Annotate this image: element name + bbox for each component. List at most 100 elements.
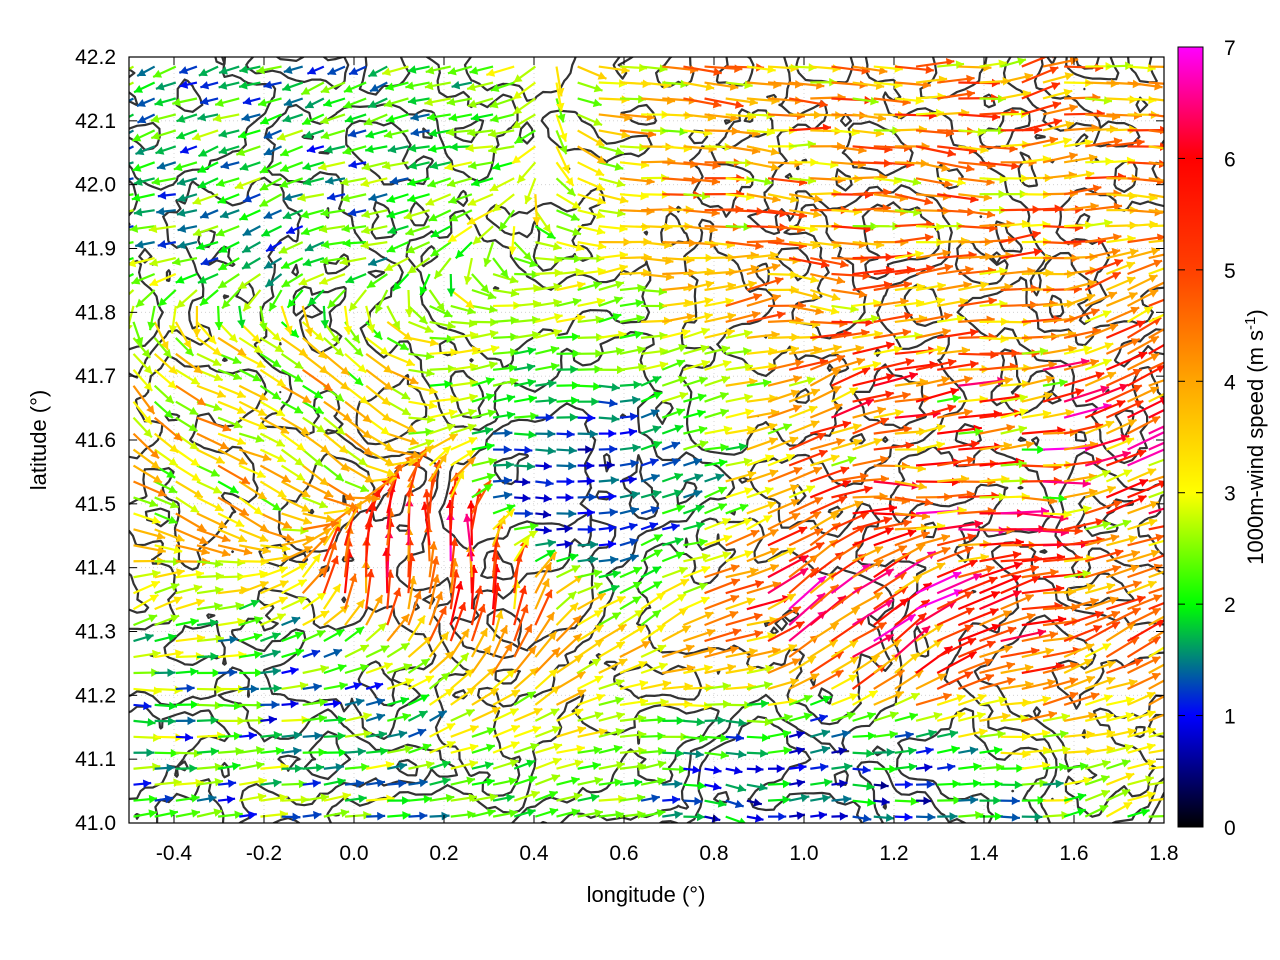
wind-vector [619,640,651,659]
wind-vector [746,681,773,691]
wind-vector [1106,743,1134,754]
wind-vector-head [319,698,328,707]
wind-vector-head [778,812,787,821]
wind-vector [1085,712,1115,722]
wind-vector-head [1166,812,1174,821]
wind-vector-head [337,715,347,725]
wind-vector [1042,779,1064,789]
wind-vector [1000,796,1020,806]
wind-vector-head [908,746,917,756]
wind-vector [281,812,301,822]
wind-vector-head [1101,759,1111,769]
wind-vector [323,663,347,675]
wind-vector-head [255,746,265,755]
wind-vector-head [486,777,495,787]
wind-vector-head [548,790,558,799]
wind-vector [556,759,584,770]
wind-vector [218,747,244,756]
wind-vector-head [142,779,152,789]
wind-vector-head [758,782,768,792]
wind-vector-head [615,810,624,819]
wind-vector-head [422,743,432,752]
wind-vector-head [862,814,872,823]
wind-vector-head [398,779,407,788]
wind-vector-head [1024,664,1034,673]
wind-vector-head [848,674,858,683]
wind-vector [936,650,978,674]
wind-vector [260,715,277,725]
wind-vector [196,794,217,803]
wind-vector-head [1133,658,1143,667]
wind-vector [662,779,683,789]
wind-vector [471,727,496,738]
wind-vector-head [894,691,904,699]
wind-vector [831,729,851,739]
wind-vector-head [1170,745,1179,754]
wind-vector-head [440,672,450,682]
wind-vector-head [616,760,625,770]
wind-vector-head [848,640,858,649]
wind-vector [957,673,995,690]
wind-vector [1084,660,1116,675]
wind-vector [831,762,853,772]
wind-vector-head [926,780,935,789]
wind-vector [556,688,587,706]
wind-vector [217,762,241,771]
wind-vector [979,712,1011,722]
wind-vector-head [791,658,801,667]
wind-vector-head [1048,710,1057,720]
wind-vector [767,764,785,773]
wind-vector-head [818,811,827,820]
wind-vector-head [1166,309,1175,317]
wind-vector [746,749,769,758]
wind-vector-head [353,682,362,691]
wind-vector [513,645,537,674]
wind-vector [556,726,587,738]
wind-vector-head [754,814,764,823]
wind-vector-head [839,779,848,788]
wind-vector-head [839,811,848,821]
wind-vector-head [828,639,838,648]
wind-vector [683,717,705,727]
wind-vector [936,637,977,659]
wind-vector-head [843,795,852,804]
wind-vector [513,790,541,802]
wind-vector-head [1016,764,1025,773]
wind-vector-head [486,743,495,753]
wind-vector-head [510,724,520,733]
wind-vector-head [997,730,1006,739]
wind-vector [873,638,903,658]
wind-vector [916,812,936,822]
wind-vector [534,708,560,722]
wind-vector [1148,695,1164,706]
wind-vector [767,678,800,691]
wind-vector [598,778,623,787]
wind-vector-head [867,798,876,807]
wind-vector-head [184,732,194,742]
wind-vector-head [1061,712,1070,722]
wind-vector-head [782,729,792,739]
wind-vector [788,793,810,803]
wind-vector-head [923,763,933,772]
wind-vector-head [760,699,770,709]
wind-vector-head [213,808,223,817]
wind-vector [704,663,737,675]
wind-vector [302,747,327,757]
wind-vector [386,663,413,675]
wind-vector [196,668,221,678]
wind-vector [1148,765,1164,770]
wind-vector-head [1059,729,1069,739]
wind-vector [429,760,451,770]
wind-vector-head [651,794,660,803]
wind-vector-head [904,812,913,822]
wind-vector-head [967,651,977,660]
wind-vector-head [1100,789,1110,798]
wind-vector [598,760,625,770]
wind-vector-head [420,694,430,703]
wind-vector-head [570,776,580,785]
wind-vector-head [273,684,282,693]
wind-vector-head [727,663,736,673]
wind-vector [894,730,914,740]
wind-vector [429,710,448,722]
wind-vector-shaft [1148,781,1164,786]
